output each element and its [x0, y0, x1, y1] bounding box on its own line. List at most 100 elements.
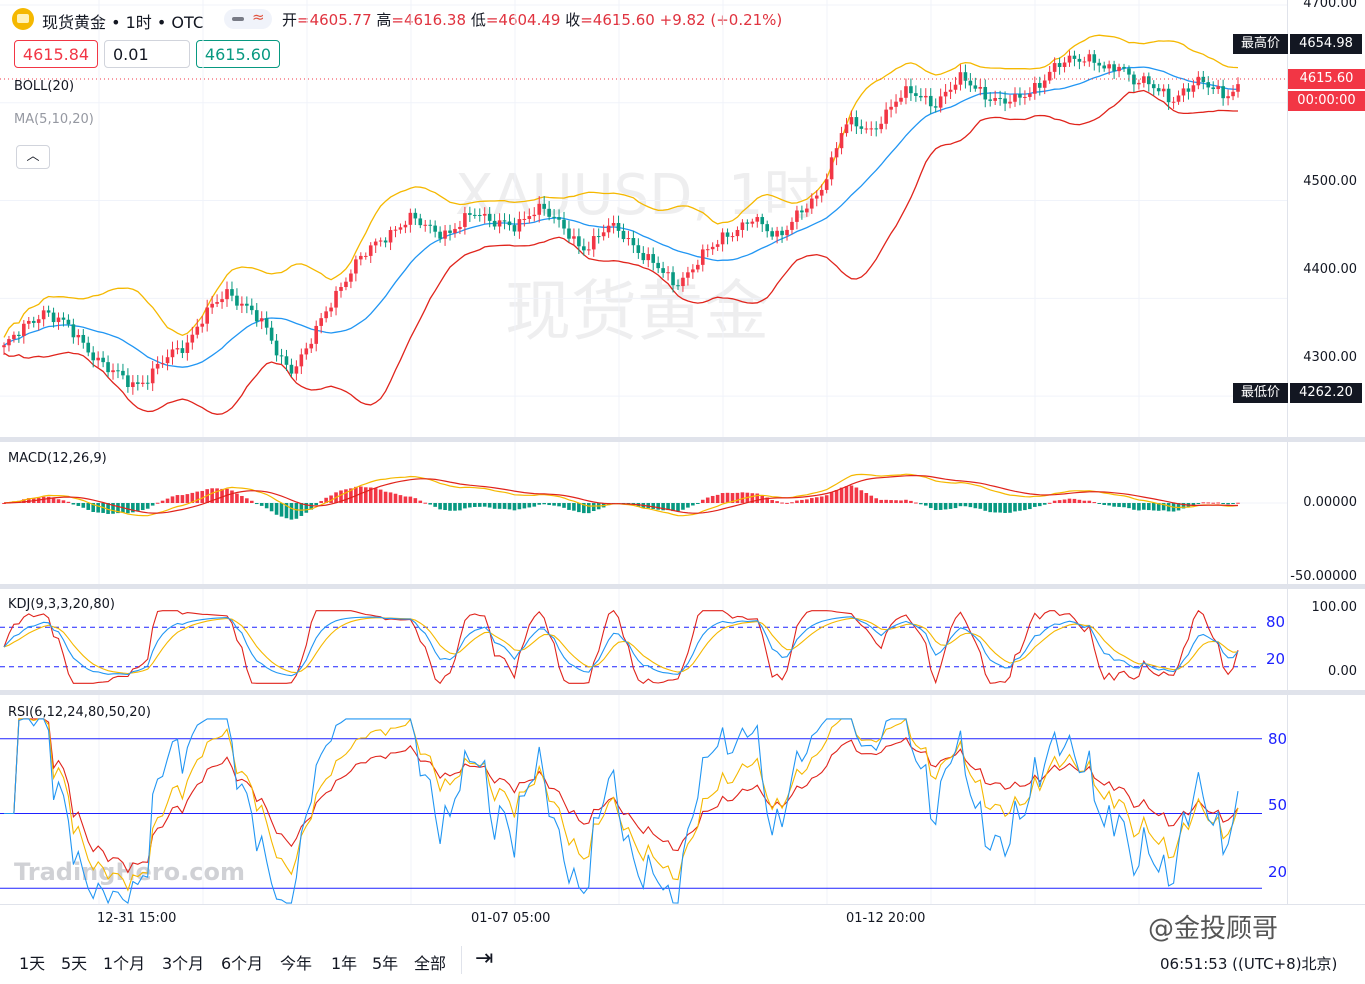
price-chart[interactable]: [0, 0, 1365, 940]
macd-histogram-bar: [696, 503, 700, 504]
buy-button[interactable]: 4615.60: [196, 40, 280, 68]
candle-body: [344, 281, 348, 288]
ma-label[interactable]: MA(5,10,20): [14, 112, 94, 127]
pane-divider-rsi[interactable]: [0, 690, 1365, 695]
boll-middle-line: [3, 66, 1239, 368]
candle-body: [1191, 85, 1196, 92]
macd-histogram-bar: [492, 503, 497, 509]
candle-body: [889, 106, 893, 110]
macd-histogram-bar: [557, 503, 561, 507]
pane-divider-macd[interactable]: [0, 437, 1365, 442]
macd-histogram-bar: [1033, 503, 1037, 507]
candle-body: [428, 224, 433, 226]
macd-label[interactable]: MACD(12,26,9): [8, 451, 107, 466]
candle-body: [1082, 61, 1087, 63]
candle-body: [165, 357, 170, 364]
candle-body: [507, 221, 512, 226]
candle-body: [373, 241, 378, 246]
macd-histogram-bar: [349, 488, 353, 503]
rsi-pane: [0, 717, 1262, 905]
candle-body: [1062, 62, 1067, 67]
macd-histogram-bar: [289, 503, 294, 520]
macd-histogram-bar: [993, 503, 997, 513]
macd-histogram-bar: [339, 490, 343, 503]
pane-divider-kdj[interactable]: [0, 584, 1365, 589]
candle-body: [309, 343, 314, 349]
candle-body: [586, 249, 591, 251]
price-tick: 4500.00: [1303, 174, 1357, 189]
macd-histogram-bar: [294, 503, 299, 519]
brand-watermark: TradingHero.com: [14, 858, 245, 886]
macd-histogram-bar: [869, 495, 874, 503]
candle-body: [279, 355, 284, 357]
range-5d[interactable]: 5天: [61, 954, 88, 973]
macd-histogram-bar: [1176, 503, 1181, 511]
symbol-title[interactable]: 现货黄金 • 1时 • OTC: [42, 13, 205, 32]
candle-body: [998, 98, 1002, 100]
macd-histogram-bar: [542, 503, 546, 505]
clock: 06:51:53 ((UTC+8)北京): [1160, 955, 1338, 973]
candle-body: [230, 289, 234, 296]
candle-body: [76, 334, 81, 338]
high-value: 4654.98: [1290, 34, 1362, 54]
candle-body: [1171, 101, 1176, 103]
boll-label[interactable]: BOLL(20): [14, 79, 75, 94]
range-ytd[interactable]: 今年: [280, 954, 313, 973]
high-value: =4616.38: [391, 11, 467, 29]
range-5y[interactable]: 5年: [372, 954, 399, 973]
range-1m[interactable]: 1个月: [103, 954, 146, 973]
macd-histogram-bar: [567, 503, 571, 510]
candle-body: [363, 255, 368, 257]
sell-button[interactable]: 4615.84: [14, 40, 98, 68]
macd-histogram-bar: [314, 503, 319, 506]
range-1d[interactable]: 1天: [19, 954, 46, 973]
macd-histogram-bar: [973, 503, 978, 509]
candle-body: [517, 219, 522, 232]
macd-histogram-bar: [730, 493, 735, 503]
macd-histogram-bar: [403, 496, 408, 503]
range-6m[interactable]: 6个月: [221, 954, 264, 973]
quantity-input[interactable]: 0.01: [104, 40, 190, 68]
goto-date-icon[interactable]: ⇥: [475, 946, 494, 971]
candle-body: [126, 375, 130, 387]
candle-body: [814, 195, 819, 199]
candle-body: [676, 285, 680, 287]
macd-histogram-bar: [953, 503, 958, 509]
candle-body: [319, 318, 323, 326]
rsi-label[interactable]: RSI(6,12,24,80,50,20): [8, 705, 151, 720]
macd-histogram-bar: [309, 503, 314, 510]
macd-histogram-bar: [448, 503, 452, 511]
macd-histogram-bar: [1211, 502, 1216, 504]
candle-body: [616, 222, 621, 231]
open-key: 开: [282, 11, 298, 29]
kdj-label[interactable]: KDJ(9,3,3,20,80): [8, 597, 115, 612]
candle-body: [552, 216, 556, 218]
boll-upper-line: [3, 34, 1239, 338]
candle-body: [621, 230, 626, 240]
macd-histogram-bar: [225, 488, 229, 503]
range-3m[interactable]: 3个月: [162, 954, 205, 973]
candle-body: [775, 230, 779, 237]
candle-body: [155, 363, 160, 369]
candle-body: [1151, 84, 1156, 89]
macd-histogram-bar: [517, 503, 522, 510]
candle-body: [1013, 94, 1017, 102]
macd-histogram-bar: [116, 503, 120, 514]
candle-body: [1008, 101, 1012, 104]
macd-histogram-bar: [398, 495, 403, 503]
candle-body: [26, 320, 31, 324]
range-1y[interactable]: 1年: [331, 954, 358, 973]
candle-body: [1077, 58, 1082, 62]
macd-histogram-bar: [948, 503, 953, 509]
range-all[interactable]: 全部: [414, 954, 447, 973]
candle-body: [1072, 55, 1077, 59]
candle-body: [715, 244, 720, 247]
chart-mode-toggle[interactable]: ≈: [224, 8, 272, 29]
candle-body: [710, 246, 715, 250]
candle-body: [492, 220, 497, 227]
macd-histogram-bar: [1132, 503, 1136, 510]
macd-histogram-bar: [1062, 499, 1067, 503]
collapse-indicators-button[interactable]: ︿: [16, 145, 50, 169]
low-value: =4604.49: [485, 11, 561, 29]
macd-histogram-bar: [968, 503, 973, 508]
